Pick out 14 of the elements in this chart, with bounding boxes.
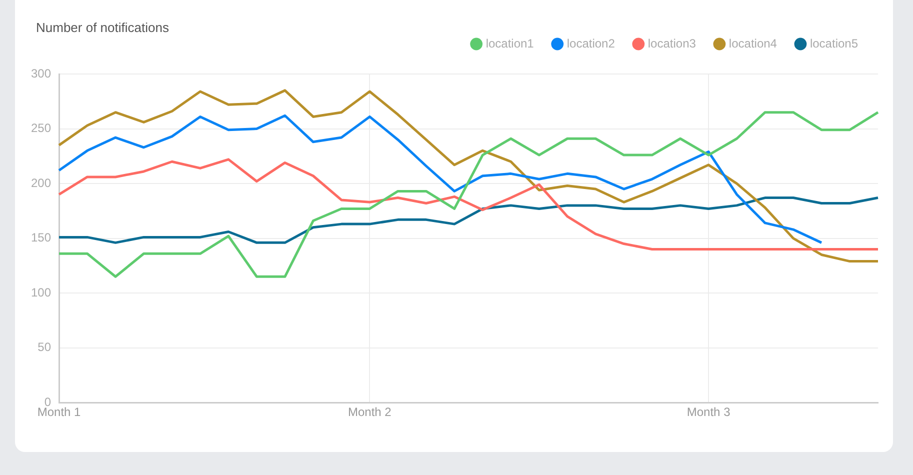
- y-tick-label: 250: [30, 121, 52, 136]
- legend-label: location4: [728, 36, 778, 50]
- legend-label: location2: [566, 36, 616, 50]
- y-tick-label: 300: [30, 66, 52, 80]
- legend-label: location3: [648, 36, 696, 50]
- y-tick-label: 50: [38, 340, 52, 354]
- y-tick-label: 200: [30, 176, 52, 190]
- x-tick-label: Month 3: [686, 405, 731, 420]
- x-tick-label: Month 2: [348, 405, 392, 420]
- y-tick-label: 150: [30, 230, 52, 245]
- legend-label: location5: [810, 36, 858, 50]
- y-tick-label: 100: [30, 285, 52, 300]
- chart-title: Number of notifications: [36, 20, 169, 35]
- legend-label: location1: [486, 36, 534, 50]
